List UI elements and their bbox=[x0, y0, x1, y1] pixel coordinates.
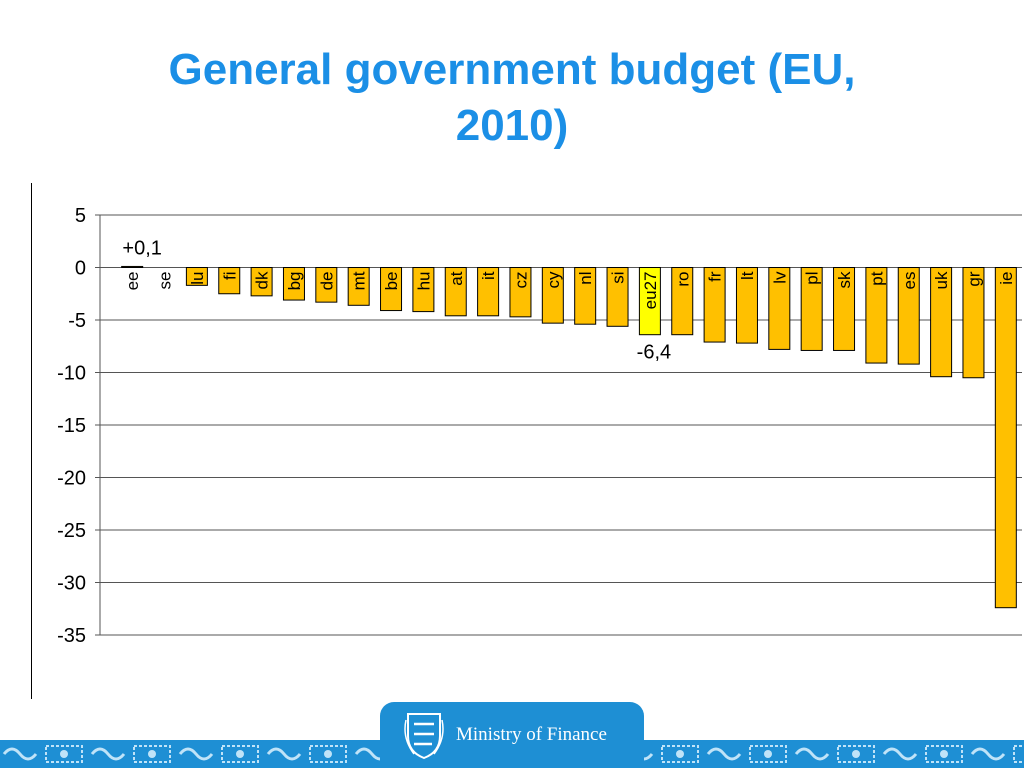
ministry-label: Ministry of Finance bbox=[456, 724, 607, 745]
footer-pattern bbox=[2, 745, 1024, 763]
category-label-uk: uk bbox=[932, 271, 951, 289]
category-label-cz: cz bbox=[511, 272, 530, 289]
bar-sk bbox=[833, 267, 856, 351]
ministry-badge: Ministry of Finance bbox=[380, 702, 644, 768]
category-label-mt: mt bbox=[350, 271, 369, 290]
category-label-si: si bbox=[609, 272, 628, 284]
title-line-1: General government budget (EU, bbox=[168, 45, 856, 94]
y-tick-label: -20 bbox=[57, 468, 86, 490]
bar-cz bbox=[509, 267, 532, 318]
bar-de bbox=[315, 267, 338, 303]
category-label-cy: cy bbox=[544, 271, 563, 289]
y-tick-label: -35 bbox=[57, 625, 86, 647]
title-line-2: 2010) bbox=[455, 101, 569, 150]
bar-hu bbox=[412, 267, 435, 313]
y-tick-label: -5 bbox=[68, 310, 86, 332]
bar-be bbox=[380, 267, 403, 312]
category-label-dk: dk bbox=[253, 271, 272, 289]
category-label-bg: bg bbox=[285, 272, 304, 291]
category-label-hu: hu bbox=[414, 272, 433, 291]
bar-es bbox=[897, 267, 920, 365]
category-label-eu27: eu27 bbox=[641, 272, 660, 310]
category-label-nl: nl bbox=[576, 272, 595, 285]
footer-ornament bbox=[2, 745, 83, 763]
bar-ee bbox=[121, 265, 144, 268]
footer-ornament bbox=[882, 745, 963, 763]
bar-fi bbox=[218, 267, 241, 295]
footer-ornament bbox=[970, 745, 1024, 763]
category-label-sk: sk bbox=[835, 271, 854, 289]
bar-si bbox=[606, 267, 629, 327]
bar-fr bbox=[703, 267, 726, 343]
bar-ie bbox=[994, 267, 1017, 609]
bar-bg bbox=[282, 267, 305, 301]
bar-eu27 bbox=[638, 267, 661, 336]
y-tick-label: 0 bbox=[75, 258, 86, 280]
bar-lv bbox=[768, 267, 791, 350]
category-label-be: be bbox=[382, 272, 401, 291]
category-label-lu: lu bbox=[188, 272, 207, 285]
footer-ornament bbox=[90, 745, 171, 763]
y-tick-label: 5 bbox=[75, 205, 86, 227]
chart-frame: 5 0 -5 -10 -15 -20 -25 -30 -35 ee se lu fi dk bg de mt be… bbox=[31, 183, 1024, 699]
bar-pl bbox=[800, 267, 823, 351]
bar-mt bbox=[347, 267, 370, 306]
category-label-ie: ie bbox=[997, 272, 1016, 285]
category-label-lv: lv bbox=[770, 271, 789, 284]
data-label-ee: +0,1 bbox=[122, 237, 161, 259]
category-label-at: at bbox=[447, 271, 466, 285]
y-tick-label: -25 bbox=[57, 520, 86, 542]
footer-ornament bbox=[178, 745, 259, 763]
category-label-fr: fr bbox=[706, 271, 725, 282]
category-label-ee: ee bbox=[123, 272, 142, 291]
bar-ro bbox=[671, 267, 694, 336]
bar-at bbox=[444, 267, 467, 317]
y-tick-label: -30 bbox=[57, 573, 86, 595]
bar-pt bbox=[865, 267, 888, 364]
category-label-gr: gr bbox=[964, 271, 983, 286]
budget-bar-chart: 5 0 -5 -10 -15 -20 -25 -30 -35 ee se lu fi dk bg de mt be… bbox=[57, 205, 1022, 647]
category-label-es: es bbox=[900, 272, 919, 290]
category-label-ro: ro bbox=[673, 272, 692, 287]
y-tick-label: -10 bbox=[57, 363, 86, 385]
page-title: General government budget (EU, 2010) bbox=[0, 42, 1024, 154]
bar-dk bbox=[250, 267, 273, 297]
bar-lt bbox=[735, 267, 758, 344]
category-label-pl: pl bbox=[803, 272, 822, 285]
data-label-eu27: -6,4 bbox=[637, 342, 671, 364]
bar-cy bbox=[541, 267, 564, 324]
category-label-de: de bbox=[317, 272, 336, 291]
crest-icon bbox=[404, 713, 444, 760]
y-tick-label: -15 bbox=[57, 415, 86, 437]
bar-uk bbox=[930, 267, 953, 378]
category-label-fi: fi bbox=[220, 272, 239, 281]
footer-ornament bbox=[706, 745, 787, 763]
bar-nl bbox=[574, 267, 597, 325]
bar-lu bbox=[185, 267, 208, 286]
category-label-se: se bbox=[156, 272, 175, 290]
category-label-lt: lt bbox=[738, 271, 757, 280]
bar-it bbox=[477, 267, 500, 317]
category-label-pt: pt bbox=[867, 271, 886, 285]
footer-ornament bbox=[794, 745, 875, 763]
bar-gr bbox=[962, 267, 985, 379]
footer-ornament bbox=[266, 745, 347, 763]
category-label-it: it bbox=[479, 271, 498, 280]
